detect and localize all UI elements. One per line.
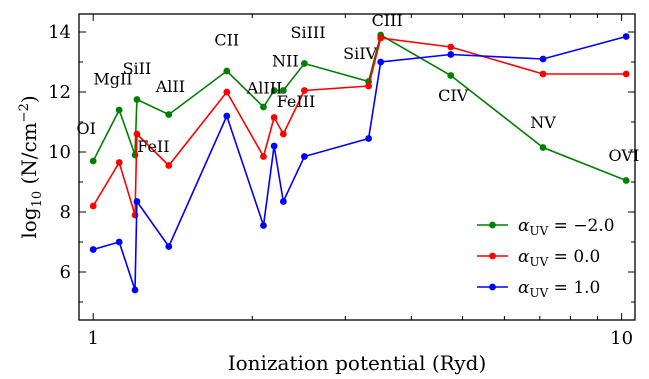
data-point [622, 33, 630, 40]
x-tick-label: 1 [87, 328, 98, 349]
legend-marker [489, 221, 496, 229]
ion-label: CIV [438, 86, 469, 105]
data-point [539, 70, 547, 78]
series-1 [89, 34, 630, 219]
y-tick-label: 14 [48, 22, 71, 43]
data-point [115, 106, 123, 114]
data-point [115, 159, 123, 166]
data-point [270, 114, 278, 121]
data-point [270, 142, 278, 150]
plot-frame [78, 13, 636, 321]
ion-label: AlII [155, 77, 185, 96]
data-point [165, 111, 173, 118]
data-point [447, 43, 455, 51]
data-point [365, 82, 372, 90]
data-point [447, 72, 455, 79]
data-point [622, 70, 630, 78]
ion-label: CII [214, 31, 239, 50]
ion-label: NII [272, 52, 299, 71]
data-point [223, 112, 231, 120]
ion-label: FeIII [277, 92, 316, 111]
legend-label: αUV = −2.0 [518, 216, 615, 238]
y-axis-title: log10 (N/cm−2) [17, 95, 45, 238]
data-point [260, 153, 267, 160]
data-point [377, 34, 385, 42]
ion-label: OI [76, 119, 95, 138]
data-point [223, 67, 231, 75]
data-point [270, 87, 278, 94]
data-point [539, 55, 547, 63]
ion-label: SiIII [291, 23, 326, 42]
series-2 [89, 33, 630, 294]
tick-labels: 6 8 10 12 14 1 10 [48, 22, 633, 349]
data-point [279, 198, 287, 205]
ion-label: SiII [123, 59, 152, 78]
data-point [133, 198, 141, 205]
data-point [377, 58, 385, 66]
legend: αUV = −2.0 αUV = 0.0 αUV = 1.0 [477, 216, 615, 300]
legend-marker [489, 252, 496, 260]
series-group [89, 31, 630, 294]
data-point [622, 177, 630, 184]
data-point [539, 144, 547, 151]
data-point [115, 238, 123, 246]
y-tick-label: 10 [48, 142, 71, 163]
data-point [165, 243, 173, 250]
axis-ticks [79, 14, 635, 320]
ion-label: MgII [93, 70, 132, 89]
x-axis-title: Ionization potential (Ryd) [228, 351, 487, 375]
ion-label: AlIII [246, 79, 283, 98]
data-point [447, 51, 455, 58]
data-point [133, 130, 141, 138]
ion-label: FeII [137, 137, 169, 156]
y-tick-label: 8 [60, 202, 71, 223]
ion-label: NV [530, 113, 556, 132]
legend-marker [489, 283, 496, 291]
ion-label: CIII [372, 11, 403, 30]
data-point [165, 162, 173, 169]
legend-label: αUV = 1.0 [518, 278, 600, 300]
ion-label: OVI [609, 146, 640, 165]
data-point [260, 103, 267, 111]
ion-label: SiIV [343, 44, 377, 63]
data-point [300, 60, 308, 67]
legend-label: αUV = 0.0 [518, 247, 600, 269]
data-point [279, 87, 287, 94]
data-point [89, 246, 97, 253]
data-point [300, 87, 308, 94]
y-tick-label: 12 [48, 82, 71, 103]
data-point [279, 130, 287, 138]
data-point [131, 286, 139, 294]
y-tick-label: 6 [60, 262, 71, 283]
data-point [300, 153, 308, 160]
data-point [260, 222, 267, 229]
data-point [89, 202, 97, 210]
data-point [223, 88, 231, 96]
data-point [365, 135, 372, 142]
data-point [89, 157, 97, 165]
x-tick-label: 10 [610, 328, 633, 349]
data-point [133, 96, 141, 103]
